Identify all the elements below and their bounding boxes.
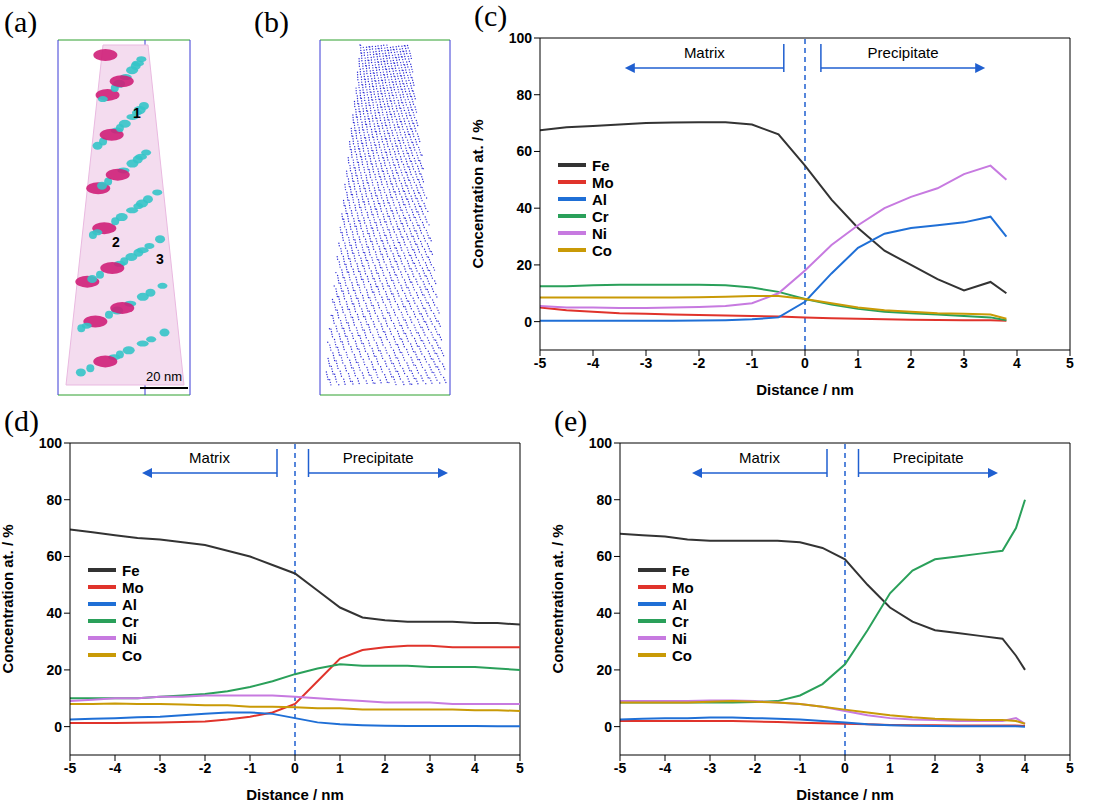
html-text:Al: Al: [122, 595, 137, 613]
svg-text:Distance / nm: Distance / nm: [246, 786, 344, 803]
svg-text:0: 0: [524, 314, 532, 330]
svg-text:Distance / nm: Distance / nm: [756, 381, 854, 398]
svg-text:3: 3: [960, 355, 968, 371]
svg-text:-4: -4: [587, 355, 600, 371]
html-text:Ni: Ni: [592, 224, 607, 242]
svg-text:5: 5: [1066, 355, 1074, 371]
html-text:Fe: Fe: [592, 156, 610, 174]
svg-text:0: 0: [291, 760, 299, 776]
svg-text:-5: -5: [614, 760, 627, 776]
svg-text:100: 100: [39, 435, 63, 451]
html-text:Mo: Mo: [592, 173, 614, 191]
svg-text:0: 0: [801, 355, 809, 371]
svg-text:80: 80: [516, 87, 532, 103]
svg-text:3: 3: [976, 760, 984, 776]
html-text:Co: Co: [592, 241, 612, 259]
svg-text:60: 60: [46, 548, 62, 564]
svg-text:-2: -2: [693, 355, 706, 371]
svg-text:0: 0: [604, 719, 612, 735]
svg-text:1: 1: [336, 760, 344, 776]
svg-text:80: 80: [46, 492, 62, 508]
html-text:Ni: Ni: [672, 629, 687, 647]
svg-text:1: 1: [854, 355, 862, 371]
svg-text:-2: -2: [199, 760, 212, 776]
svg-text:4: 4: [1021, 760, 1029, 776]
svg-text:80: 80: [596, 492, 612, 508]
svg-text:20: 20: [516, 257, 532, 273]
svg-text:2: 2: [907, 355, 915, 371]
svg-text:1: 1: [133, 105, 141, 121]
svg-text:-1: -1: [746, 355, 759, 371]
svg-text:3: 3: [156, 251, 164, 267]
svg-text:-3: -3: [640, 355, 653, 371]
svg-text:Matrix: Matrix: [739, 449, 780, 466]
html-text:Al: Al: [592, 190, 607, 208]
svg-text:-2: -2: [749, 760, 762, 776]
svg-text:100: 100: [509, 30, 533, 46]
html-text:(c): (c): [474, 0, 508, 32]
svg-text:Matrix: Matrix: [189, 449, 230, 466]
svg-text:20: 20: [596, 662, 612, 678]
html-text:Al: Al: [672, 595, 687, 613]
svg-text:40: 40: [46, 605, 62, 621]
svg-text:4: 4: [1013, 355, 1021, 371]
svg-text:Precipitate: Precipitate: [343, 449, 414, 466]
svg-text:5: 5: [1066, 760, 1074, 776]
svg-text:2: 2: [112, 234, 120, 250]
svg-text:4: 4: [471, 760, 479, 776]
svg-text:-3: -3: [704, 760, 717, 776]
html-text:Cr: Cr: [122, 612, 139, 630]
html-text:Fe: Fe: [122, 561, 140, 579]
svg-text:Distance / nm: Distance / nm: [796, 786, 894, 803]
svg-text:-5: -5: [534, 355, 547, 371]
svg-text:0: 0: [841, 760, 849, 776]
html-text:(e): (e): [554, 404, 588, 437]
html-text:Co: Co: [672, 646, 692, 664]
svg-text:Matrix: Matrix: [684, 44, 725, 61]
html-text:(d): (d): [4, 404, 39, 437]
svg-text:40: 40: [596, 605, 612, 621]
html-text:Cr: Cr: [592, 207, 609, 225]
svg-text:-1: -1: [244, 760, 257, 776]
svg-text:Precipitate: Precipitate: [868, 44, 939, 61]
svg-text:Precipitate: Precipitate: [893, 449, 964, 466]
svg-text:100: 100: [589, 435, 613, 451]
svg-text:-1: -1: [794, 760, 807, 776]
svg-text:-4: -4: [659, 760, 672, 776]
html-text:Fe: Fe: [672, 561, 690, 579]
svg-text:20 nm: 20 nm: [146, 369, 182, 384]
svg-text:-4: -4: [109, 760, 122, 776]
svg-text:3: 3: [426, 760, 434, 776]
svg-text:-3: -3: [154, 760, 167, 776]
html-text:Ni: Ni: [122, 629, 137, 647]
svg-text:(a): (a): [4, 5, 37, 39]
svg-text:-5: -5: [64, 760, 77, 776]
svg-text:1: 1: [886, 760, 894, 776]
html-text:Cr: Cr: [672, 612, 689, 630]
svg-text:40: 40: [516, 200, 532, 216]
svg-text:Concentration at. / %: Concentration at. / %: [550, 524, 566, 673]
svg-text:Concentration at. / %: Concentration at. / %: [470, 119, 486, 268]
svg-text:2: 2: [931, 760, 939, 776]
svg-text:2: 2: [381, 760, 389, 776]
html-text:Mo: Mo: [672, 578, 694, 596]
svg-text:60: 60: [516, 143, 532, 159]
svg-text:60: 60: [596, 548, 612, 564]
html-text:Mo: Mo: [122, 578, 144, 596]
svg-text:20: 20: [46, 662, 62, 678]
svg-text:Concentration at. / %: Concentration at. / %: [0, 524, 16, 673]
html-text:Co: Co: [122, 646, 142, 664]
svg-text:0: 0: [54, 719, 62, 735]
svg-text:5: 5: [516, 760, 524, 776]
svg-text:(b): (b): [254, 5, 289, 39]
